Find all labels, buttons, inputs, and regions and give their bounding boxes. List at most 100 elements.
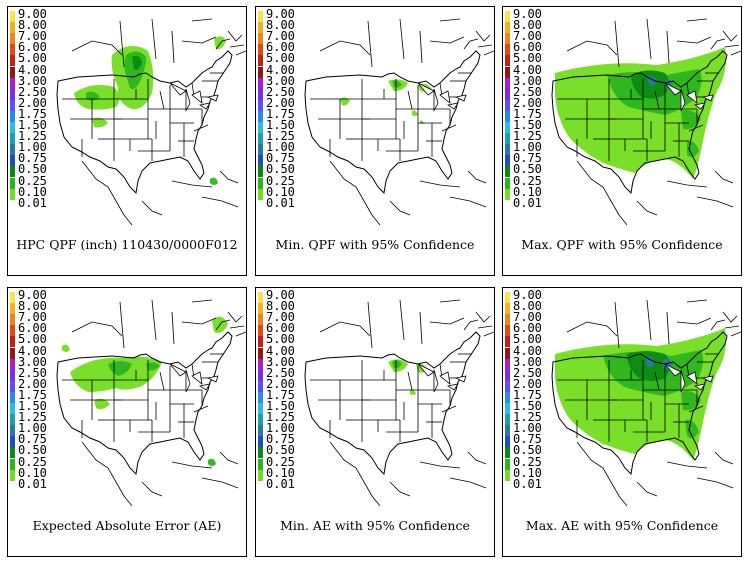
- legend-row: 7.00: [256, 311, 316, 326]
- legend-label: 6.00: [513, 321, 542, 336]
- legend-label: 0.50: [266, 443, 295, 458]
- legend-label: 5.00: [513, 51, 542, 66]
- state-border: [654, 371, 660, 391]
- legend-swatch: [505, 403, 510, 414]
- legend-swatch: [10, 11, 15, 22]
- legend-swatch: [258, 480, 263, 492]
- us-map: [56, 18, 246, 226]
- great-lake: [693, 102, 706, 110]
- legend-label: 0.75: [18, 151, 47, 166]
- mexico-coast: [389, 481, 411, 497]
- legend-label: 0.01: [513, 195, 542, 210]
- us-outline: [304, 50, 481, 195]
- legend-row: 0.75: [8, 151, 68, 167]
- legend-swatch: [258, 88, 263, 100]
- legend-label: 2.00: [18, 95, 47, 110]
- legend-row: 0.01: [256, 197, 316, 211]
- legend-swatch: [505, 436, 510, 448]
- legend-swatch: [258, 144, 263, 156]
- precip-area: [92, 117, 108, 128]
- precip-area: [146, 362, 160, 371]
- legend-row: 1.50: [503, 399, 563, 414]
- canada-border: [724, 325, 740, 329]
- mexico-coast: [636, 200, 658, 216]
- legend-row: 9.00: [8, 289, 68, 303]
- legend-swatch: [258, 447, 263, 459]
- panel-caption: Min. QPF with 95% Confidence: [275, 237, 475, 252]
- us-map: [304, 18, 494, 226]
- legend-label: 2.00: [513, 95, 542, 110]
- us-map: [551, 299, 741, 507]
- legend-label: 8.00: [18, 299, 47, 314]
- legend-label: 0.10: [266, 465, 295, 480]
- legend-row: 1.00: [503, 141, 563, 156]
- mexico-coast: [81, 441, 133, 507]
- panel-expected-ae: 9.00 8.00 7.00 6.00 5.00 4.00 3.00 2.50 2.00 1.75…: [7, 287, 247, 557]
- legend-swatch: [10, 380, 15, 392]
- color-legend: 9.00 8.00 7.00 6.00 5.00 4.00 3.00 2.50 2.00 1.75…: [256, 289, 316, 524]
- panel-caption: Max. QPF with 95% Confidence: [521, 237, 723, 252]
- precip-area: [392, 360, 402, 369]
- legend-swatch: [258, 177, 263, 189]
- canada-border: [463, 38, 479, 50]
- legend-row: 2.00: [8, 95, 68, 111]
- mexico-coast: [714, 170, 734, 184]
- legend-label: 3.00: [513, 73, 542, 88]
- canada-border: [429, 36, 465, 44]
- legend-row: 3.00: [8, 75, 68, 89]
- legend-swatch: [258, 166, 263, 178]
- precip-area: [392, 80, 402, 88]
- legend-swatch: [505, 144, 510, 156]
- legend-label: 1.25: [18, 129, 47, 144]
- canada-border: [710, 38, 726, 50]
- legend-swatch: [505, 458, 510, 470]
- legend-row: 0.10: [8, 184, 68, 200]
- legend-swatch: [258, 188, 263, 200]
- legend-label: 1.50: [513, 399, 542, 413]
- canada-border: [646, 18, 652, 60]
- legend-label: 1.25: [266, 410, 295, 425]
- legend-swatch: [505, 380, 510, 392]
- legend-row: 0.50: [256, 162, 316, 178]
- canada-border: [566, 321, 618, 337]
- legend-row: 6.00: [503, 41, 563, 56]
- canada-border: [614, 301, 620, 349]
- legend-row: 0.10: [256, 186, 316, 200]
- legend-row: 8.00: [256, 300, 316, 315]
- legend-swatch: [505, 177, 510, 189]
- legend-swatch: [505, 33, 510, 45]
- legend-label: 0.01: [266, 476, 295, 491]
- legend-swatch: [505, 155, 510, 167]
- panel-max-qpf: 9.00 8.00 7.00 6.00 5.00 4.00 3.00 2.50 2.00 1.75…: [502, 6, 742, 276]
- legend-row: 3.00: [503, 354, 563, 370]
- mexico-coast: [329, 160, 381, 226]
- precip-area: [94, 398, 110, 410]
- legend-label: 5.00: [18, 51, 47, 66]
- legend-row: 0.25: [8, 173, 68, 189]
- legend-row: 1.75: [503, 108, 563, 122]
- legend-label: 0.10: [18, 184, 47, 199]
- legend-label: 3.00: [513, 354, 542, 369]
- great-lake: [198, 383, 211, 391]
- legend-row: 4.00: [503, 64, 563, 78]
- great-lake: [454, 375, 467, 383]
- legend-row: 3.00: [256, 356, 316, 370]
- legend-swatch: [258, 469, 263, 481]
- legend-label: 2.00: [513, 376, 542, 391]
- color-legend: 9.00 8.00 7.00 6.00 5.00 4.00 3.00 2.50 2.00 1.75…: [503, 289, 563, 524]
- precip-area: [412, 110, 418, 116]
- legend-label: 0.25: [18, 173, 47, 188]
- legend-row: 0.01: [503, 195, 563, 211]
- mexico-coast: [171, 461, 213, 469]
- legend-row: 1.50: [256, 119, 316, 133]
- legend-swatch: [10, 347, 15, 359]
- legend-swatch: [258, 391, 263, 403]
- legend-row: 1.75: [8, 389, 68, 403]
- legend-swatch: [505, 166, 510, 178]
- legend-swatch: [10, 447, 15, 459]
- legend-swatch: [258, 199, 263, 211]
- canada-border: [181, 317, 217, 325]
- us-map: [56, 299, 246, 507]
- legend-label: 0.50: [266, 162, 295, 177]
- legend-row: 0.01: [256, 476, 316, 492]
